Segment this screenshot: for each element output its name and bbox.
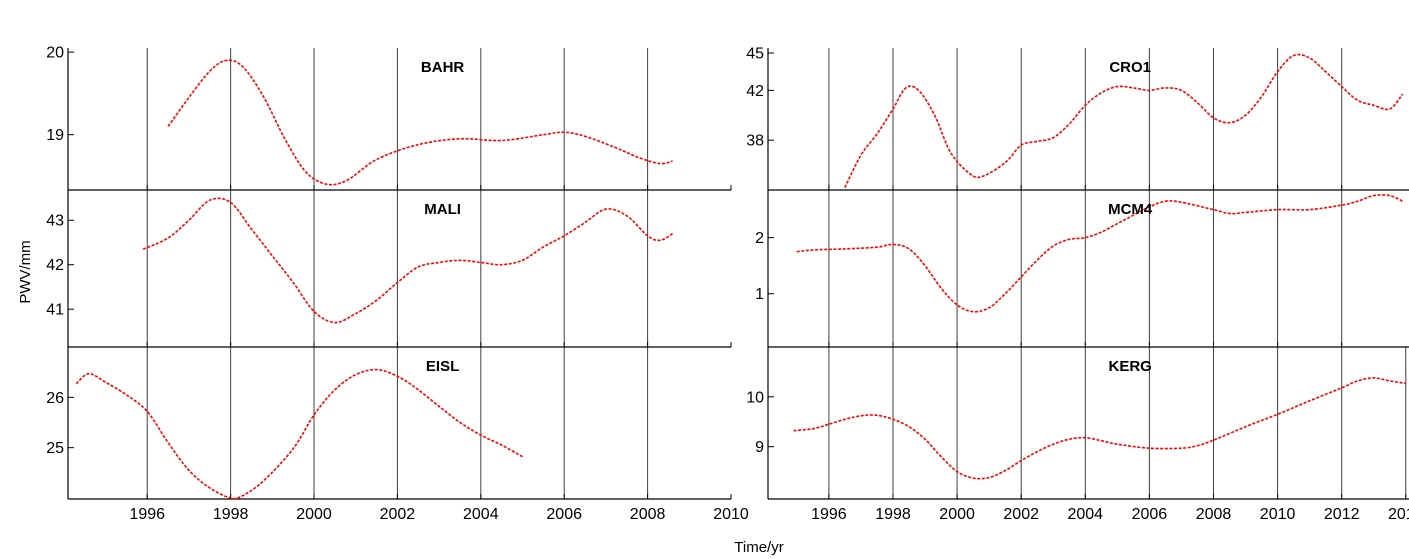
panel-title: MCM4: [1108, 201, 1153, 218]
y-tick-label: 20: [46, 45, 64, 62]
series-line: [796, 194, 1403, 313]
panel-title: MALI: [424, 201, 461, 218]
series-line: [142, 197, 674, 324]
y-tick-label: 42: [46, 257, 64, 274]
x-tick-label: 2000: [296, 506, 332, 523]
panel-title: CRO1: [1109, 59, 1151, 76]
x-tick-label: 2008: [1196, 506, 1232, 523]
x-tick-label: 2010: [1260, 506, 1296, 523]
series-line: [793, 377, 1406, 480]
panel-title: EISL: [426, 358, 459, 375]
x-tick-label: 1998: [875, 506, 911, 523]
x-tick-label: 1996: [129, 506, 165, 523]
x-tick-label: 2014: [1388, 506, 1409, 523]
panel-bahr: 19 20 BAHR: [46, 45, 732, 191]
x-tick-label: 2002: [380, 506, 416, 523]
series-line: [844, 53, 1404, 188]
x-tick-label: 2004: [463, 506, 499, 523]
x-tick-label: 1996: [811, 506, 847, 523]
y-tick-label: 41: [46, 302, 64, 319]
panel-eisl: 1996 1998 2000 2002 2004 2006 2008 2010 25 26 EISL: [46, 347, 749, 523]
y-tick-label: 19: [46, 127, 64, 144]
x-axis-label: Time/yr: [734, 539, 783, 556]
x-tick-label: 2004: [1067, 506, 1103, 523]
panel-mali: 41 42 43 MALI: [46, 190, 732, 348]
x-tick-label: 1998: [213, 506, 249, 523]
panel-mcm4: 1 2 MCM4: [755, 190, 1409, 348]
panel-title: BAHR: [421, 59, 464, 76]
y-tick-label: 2: [755, 230, 764, 247]
x-tick-label: 2012: [1324, 506, 1360, 523]
x-tick-label: 2000: [939, 506, 975, 523]
series-line: [75, 368, 523, 500]
y-axis-label: PWV/mm: [17, 240, 34, 303]
y-tick-label: 9: [755, 439, 764, 456]
x-tick-label: 2002: [1003, 506, 1039, 523]
panel-title: KERG: [1108, 358, 1151, 375]
y-tick-label: 42: [746, 83, 764, 100]
panel-kerg: 1996 1998 2000 2002 2004 2006 2008 2010 2012 2014…: [746, 347, 1409, 523]
x-tick-label: 2010: [713, 506, 749, 523]
series-line: [167, 59, 673, 186]
y-tick-label: 25: [46, 440, 64, 457]
y-tick-label: 1: [755, 286, 764, 303]
x-tick-label: 2006: [546, 506, 582, 523]
x-tick-label: 2006: [1132, 506, 1168, 523]
y-tick-label: 38: [746, 133, 764, 150]
y-tick-label: 26: [46, 390, 64, 407]
y-tick-label: 10: [746, 389, 764, 406]
x-tick-label: 2008: [630, 506, 666, 523]
y-tick-label: 45: [746, 45, 764, 62]
y-tick-label: 43: [46, 213, 64, 230]
panel-cro1: 38 42 45 CRO1: [746, 45, 1409, 191]
